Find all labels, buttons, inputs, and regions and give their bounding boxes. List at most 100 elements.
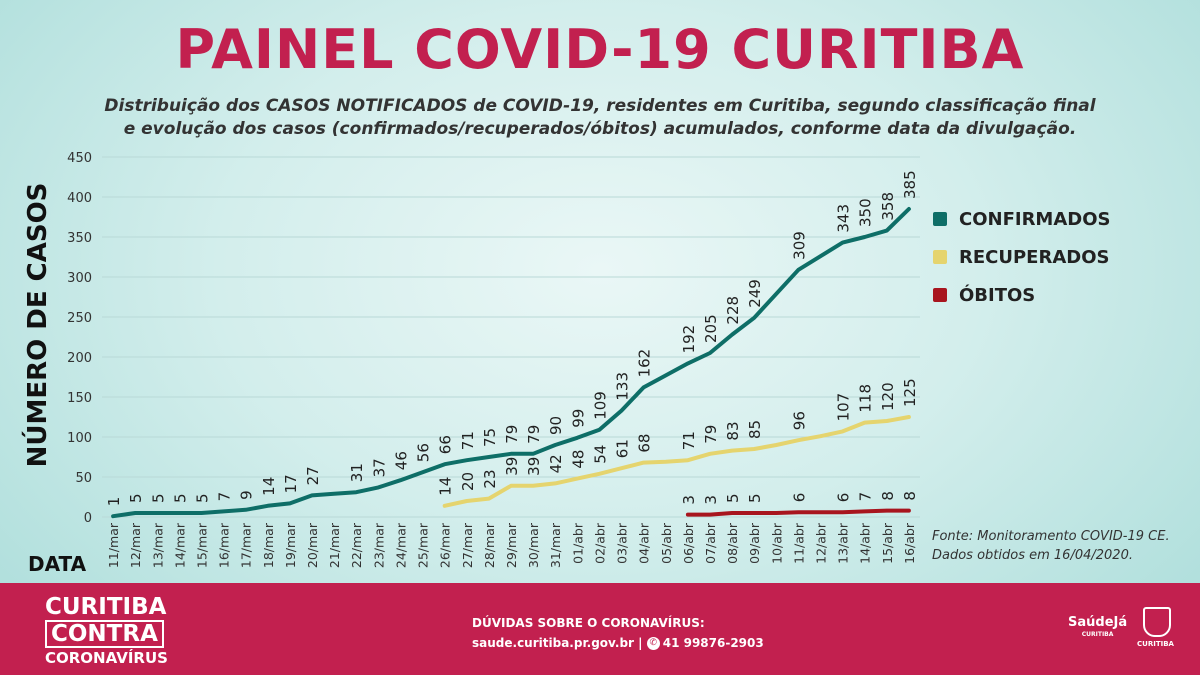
x-tick-label: 06/abr <box>681 522 696 564</box>
city-seal-label: CURITIBA <box>1137 640 1174 648</box>
subtitle-line-1: Distribuição dos CASOS NOTIFICADOS de CO… <box>104 96 1096 116</box>
x-tick-label: 29/mar <box>504 522 519 568</box>
phone-number[interactable]: 41 99876-2903 <box>662 636 764 650</box>
data-label: 39 <box>503 457 521 476</box>
data-label: 31 <box>348 463 366 482</box>
x-tick-label: 27/mar <box>460 522 475 568</box>
legend-label-confirmados: CONFIRMADOS <box>959 208 1111 230</box>
data-label: 68 <box>636 434 654 453</box>
campaign-logo-line-3: CORONAVÍRUS <box>45 649 168 667</box>
data-label: 54 <box>591 445 609 464</box>
data-label: 5 <box>127 493 145 503</box>
data-label: 385 <box>901 170 919 199</box>
y-tick-label: 100 <box>67 431 92 446</box>
y-tick-label: 350 <box>67 231 92 246</box>
data-label: 1 <box>105 497 123 507</box>
data-label: 192 <box>680 325 698 354</box>
x-tick-label: 21/mar <box>327 522 342 568</box>
x-tick-label: 31/mar <box>548 522 563 568</box>
data-label: 39 <box>525 457 543 476</box>
x-tick-label: 28/mar <box>482 522 497 568</box>
data-label: 3 <box>680 495 698 505</box>
data-label: 8 <box>879 491 897 501</box>
x-tick-label: 07/abr <box>703 522 718 564</box>
data-label: 79 <box>503 425 521 444</box>
x-tick-label: 23/mar <box>371 522 386 568</box>
saude-ja-logo: SaúdeJá CURITIBA <box>1068 615 1127 638</box>
data-label: 14 <box>260 477 278 496</box>
data-label: 120 <box>879 382 897 411</box>
data-label: 7 <box>857 492 875 502</box>
data-label: 205 <box>702 314 720 343</box>
data-label: 96 <box>790 411 808 430</box>
x-tick-label: 18/mar <box>261 522 276 568</box>
x-tick-label: 14/abr <box>858 522 873 564</box>
x-tick-label: 30/mar <box>526 522 541 568</box>
data-label: 66 <box>437 435 455 454</box>
x-tick-label: 14/mar <box>172 522 187 568</box>
data-label: 79 <box>525 425 543 444</box>
x-tick-label: 15/mar <box>194 522 209 568</box>
line-chart: 0 50 100 150 200 250 300 350 400 450 11/mar 12/mar 1… <box>67 151 920 568</box>
subtitle-line-2: e evolução dos casos (confirmados/recupe… <box>123 119 1077 139</box>
x-tick-label: 03/abr <box>615 522 630 564</box>
x-tick-label: 20/mar <box>305 522 320 568</box>
data-label: 309 <box>790 231 808 260</box>
data-label: 343 <box>835 204 853 233</box>
data-label: 107 <box>835 393 853 422</box>
footer-bar: CURITIBA CONTRA CORONAVÍRUS DÚVIDAS SOBR… <box>0 583 1200 675</box>
x-tick-label: 11/mar <box>106 522 121 568</box>
x-tick-label: 19/mar <box>283 522 298 568</box>
x-tick-label: 13/mar <box>150 522 165 568</box>
data-label: 249 <box>746 279 764 308</box>
data-label: 79 <box>702 425 720 444</box>
data-label: 17 <box>282 474 300 493</box>
data-label: 6 <box>790 493 808 503</box>
series-line-0 <box>111 207 911 519</box>
legend-item-obitos: ÓBITOS <box>933 276 1110 314</box>
x-tick-label: 01/abr <box>570 522 585 564</box>
data-label: 90 <box>547 416 565 435</box>
contact-title: DÚVIDAS SOBRE O CORONAVÍRUS: <box>472 616 705 630</box>
data-label: 5 <box>193 493 211 503</box>
data-label: 14 <box>437 477 455 496</box>
x-tick-label: 16/abr <box>902 522 917 564</box>
data-label: 23 <box>481 470 499 489</box>
x-tick-label: 25/mar <box>416 522 431 568</box>
x-tick-label: 05/abr <box>659 522 674 564</box>
series-line-1 <box>442 415 911 508</box>
x-tick-label: 02/abr <box>592 522 607 564</box>
y-tick-label: 400 <box>67 191 92 206</box>
legend-swatch-obitos <box>933 288 947 302</box>
legend-swatch-recuperados <box>933 250 947 264</box>
data-label: 56 <box>415 443 433 462</box>
y-tick-label: 250 <box>67 311 92 326</box>
city-seal-icon <box>1143 607 1171 637</box>
series-line-2 <box>685 508 911 517</box>
source-line-2: Dados obtidos em 16/04/2020. <box>932 548 1133 563</box>
data-label: 46 <box>392 451 410 470</box>
website-link[interactable]: saude.curitiba.pr.gov.br <box>472 636 634 650</box>
data-label: 27 <box>304 466 322 485</box>
data-label: 20 <box>459 472 477 491</box>
page-title: PAINEL COVID-19 CURITIBA <box>175 18 1025 81</box>
data-label: 85 <box>746 420 764 439</box>
y-axis-label: NÚMERO DE CASOS <box>23 182 53 468</box>
legend-label-recuperados: RECUPERADOS <box>959 246 1110 268</box>
x-axis-label: DATA <box>28 552 87 576</box>
data-label: 7 <box>216 492 234 502</box>
data-label: 42 <box>547 454 565 473</box>
x-tick-label: 10/abr <box>769 522 784 564</box>
x-tick-label: 08/abr <box>725 522 740 564</box>
x-tick-label: 24/mar <box>393 522 408 568</box>
legend-swatch-confirmados <box>933 212 947 226</box>
data-label: 118 <box>857 384 875 413</box>
data-label: 71 <box>680 431 698 450</box>
x-tick-label: 11/abr <box>791 522 806 564</box>
data-label: 83 <box>724 422 742 441</box>
data-label: 37 <box>370 458 388 477</box>
x-tick-label: 04/abr <box>637 522 652 564</box>
x-tick-label: 22/mar <box>349 522 364 568</box>
data-label: 109 <box>591 391 609 420</box>
data-label: 3 <box>702 495 720 505</box>
